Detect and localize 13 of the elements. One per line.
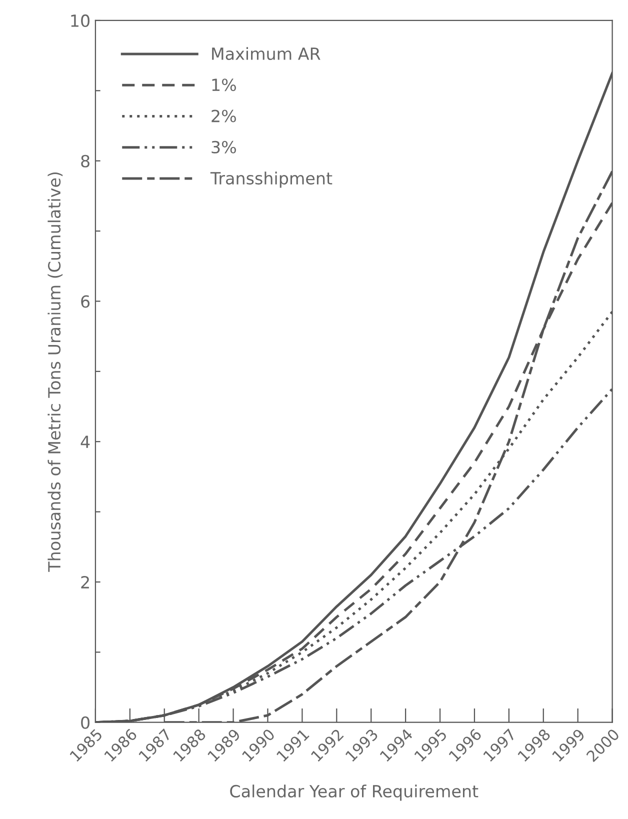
legend-label: 1% [212,78,236,92]
legend-label: 2% [212,110,236,122]
y-axis-title: Thousands of Metric Tons Uranium (Cumulative) [48,172,63,572]
y-tick-label: 10 [71,14,90,28]
y-tick-label: 2 [81,576,89,588]
y-tick-label: 6 [81,295,90,308]
legend-label: 3% [212,140,236,154]
legend-label: Maximum AR [212,47,320,60]
x-axis-title: Calendar Year of Requirement [230,784,478,801]
y-tick-label: 0 [81,716,90,729]
y-tick-label: 4 [80,436,90,448]
legend-label: Transshipment [210,172,332,188]
y-tick-label: 8 [81,154,90,168]
